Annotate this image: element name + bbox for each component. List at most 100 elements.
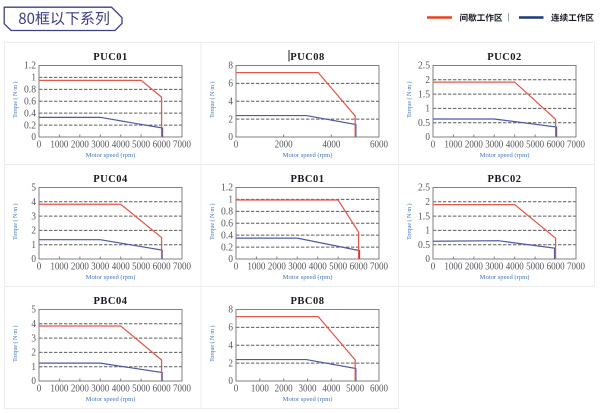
svg-text:1000: 1000 <box>444 262 462 273</box>
svg-text:2: 2 <box>228 114 233 125</box>
svg-text:4000: 4000 <box>112 262 130 273</box>
svg-text:1000: 1000 <box>50 140 68 151</box>
svg-text:2: 2 <box>425 197 430 208</box>
svg-text:5000: 5000 <box>329 262 347 273</box>
svg-text:3: 3 <box>31 333 36 344</box>
svg-text:1: 1 <box>425 104 430 115</box>
svg-text:3000: 3000 <box>288 262 306 273</box>
svg-text:4: 4 <box>31 197 36 208</box>
svg-text:2: 2 <box>228 358 233 369</box>
svg-text:Motor speed (rpm): Motor speed (rpm) <box>283 274 333 281</box>
svg-text:4000: 4000 <box>506 262 524 273</box>
svg-text:5000: 5000 <box>526 140 544 151</box>
svg-text:0.2: 0.2 <box>221 242 233 253</box>
svg-text:0: 0 <box>228 376 233 387</box>
svg-text:1.2: 1.2 <box>221 183 233 194</box>
svg-text:0: 0 <box>431 140 436 151</box>
svg-text:2.5: 2.5 <box>418 183 430 194</box>
svg-text:1: 1 <box>31 73 36 84</box>
svg-text:6000: 6000 <box>370 384 388 395</box>
svg-text:5: 5 <box>31 183 36 194</box>
svg-text:Motor speed (rpm): Motor speed (rpm) <box>480 274 530 281</box>
svg-text:Torque ( N·m ): Torque ( N·m ) <box>209 325 216 361</box>
svg-text:2000: 2000 <box>465 140 483 151</box>
svg-text:7000: 7000 <box>173 140 191 151</box>
svg-text:1000: 1000 <box>50 384 68 395</box>
svg-text:1: 1 <box>31 240 36 251</box>
svg-text:4000: 4000 <box>112 140 130 151</box>
svg-text:3000: 3000 <box>91 384 109 395</box>
svg-text:1000: 1000 <box>251 384 269 395</box>
svg-text:1.5: 1.5 <box>418 89 430 100</box>
svg-text:7000: 7000 <box>567 262 585 273</box>
svg-text:2000: 2000 <box>275 140 293 151</box>
svg-text:Motor speed (rpm): Motor speed (rpm) <box>86 152 136 159</box>
svg-text:6000: 6000 <box>547 140 565 151</box>
svg-text:0: 0 <box>425 254 430 265</box>
svg-text:2000: 2000 <box>275 384 293 395</box>
svg-text:1000: 1000 <box>444 140 462 151</box>
svg-text:1000: 1000 <box>247 262 265 273</box>
svg-text:8: 8 <box>228 61 233 72</box>
svg-text:0: 0 <box>234 140 239 151</box>
svg-text:PUC02: PUC02 <box>487 52 522 63</box>
svg-text:2: 2 <box>31 348 36 359</box>
svg-text:Motor speed (rpm): Motor speed (rpm) <box>480 152 530 159</box>
svg-text:0: 0 <box>31 254 36 265</box>
svg-text:Motor speed (rpm): Motor speed (rpm) <box>283 152 333 159</box>
svg-text:0.2: 0.2 <box>24 120 36 131</box>
svg-text:Torque ( N·m ): Torque ( N·m ) <box>406 81 413 117</box>
svg-text:0: 0 <box>234 262 239 273</box>
svg-text:0: 0 <box>37 384 42 395</box>
svg-text:3000: 3000 <box>91 140 109 151</box>
svg-text:4000: 4000 <box>322 140 340 151</box>
svg-text:2000: 2000 <box>268 262 286 273</box>
svg-text:6000: 6000 <box>547 262 565 273</box>
svg-text:4: 4 <box>228 96 233 107</box>
svg-text:Torque ( N·m ): Torque ( N·m ) <box>209 203 216 239</box>
svg-text:6000: 6000 <box>350 262 368 273</box>
svg-text:PUC01: PUC01 <box>93 52 128 63</box>
svg-text:0.4: 0.4 <box>24 108 37 119</box>
svg-text:4: 4 <box>31 319 36 330</box>
svg-text:2: 2 <box>31 226 36 237</box>
svg-text:0.6: 0.6 <box>24 96 36 107</box>
svg-text:Motor speed (rpm): Motor speed (rpm) <box>283 396 333 403</box>
svg-text:0: 0 <box>234 384 239 395</box>
svg-text:2000: 2000 <box>465 262 483 273</box>
svg-text:6000: 6000 <box>153 262 171 273</box>
svg-text:1000: 1000 <box>50 262 68 273</box>
svg-text:0: 0 <box>228 254 233 265</box>
svg-text:PBC01: PBC01 <box>291 174 325 185</box>
svg-text:2000: 2000 <box>71 384 89 395</box>
svg-text:0: 0 <box>31 376 36 387</box>
svg-text:6000: 6000 <box>153 384 171 395</box>
svg-text:PBC02: PBC02 <box>488 174 522 185</box>
svg-text:0.5: 0.5 <box>418 118 430 129</box>
svg-text:2.5: 2.5 <box>418 61 430 72</box>
svg-text:PUC04: PUC04 <box>93 174 128 185</box>
svg-text:3000: 3000 <box>485 262 503 273</box>
svg-text:4000: 4000 <box>506 140 524 151</box>
svg-text:0: 0 <box>37 262 42 273</box>
svg-text:5000: 5000 <box>132 140 150 151</box>
svg-text:1: 1 <box>31 362 36 373</box>
svg-text:7000: 7000 <box>173 384 191 395</box>
svg-text:0: 0 <box>425 132 430 143</box>
svg-text:3: 3 <box>31 211 36 222</box>
svg-text:PBC04: PBC04 <box>94 296 128 307</box>
svg-text:2000: 2000 <box>71 140 89 151</box>
svg-text:3000: 3000 <box>299 384 317 395</box>
svg-text:1.2: 1.2 <box>24 61 36 72</box>
svg-text:1: 1 <box>228 195 233 206</box>
svg-text:3000: 3000 <box>485 140 503 151</box>
svg-text:7000: 7000 <box>567 140 585 151</box>
svg-text:Torque ( N·m ): Torque ( N·m ) <box>12 81 19 117</box>
svg-text:7000: 7000 <box>173 262 191 273</box>
svg-text:6: 6 <box>228 79 233 90</box>
svg-text:Torque ( N·m ): Torque ( N·m ) <box>406 203 413 239</box>
svg-text:Torque ( N·m ): Torque ( N·m ) <box>209 81 216 117</box>
svg-text:5000: 5000 <box>526 262 544 273</box>
svg-text:2000: 2000 <box>71 262 89 273</box>
svg-text:0: 0 <box>37 140 42 151</box>
